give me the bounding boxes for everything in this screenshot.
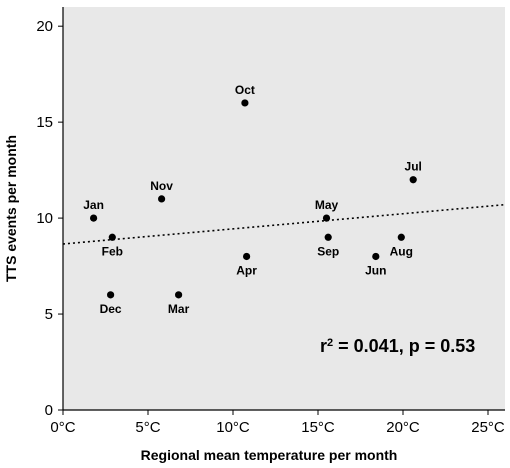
x-axis-title: Regional mean temperature per month	[141, 447, 398, 463]
y-tick-label: 10	[36, 210, 53, 227]
axis-ticks: 0 5 10 15 20 0°C 5°C 10°C 15°C 20°C 25°C	[36, 18, 505, 436]
point-label: Nov	[150, 179, 173, 193]
data-point	[324, 233, 332, 241]
point-label: Aug	[390, 244, 413, 258]
data-point	[241, 99, 249, 107]
plot-area	[63, 7, 505, 410]
trendline	[62, 203, 506, 245]
point-label: Sep	[317, 244, 339, 258]
point-label: Mar	[168, 302, 190, 316]
point-label: May	[315, 198, 339, 212]
point-label: Jun	[365, 263, 386, 277]
data-point	[158, 195, 166, 203]
point-label: Dec	[100, 302, 122, 316]
y-tick-label: 5	[45, 306, 53, 323]
annotation-text: = 0.041, p = 0.53	[333, 336, 475, 356]
data-point	[409, 176, 417, 184]
data-point	[372, 252, 380, 261]
data-point	[397, 233, 405, 241]
x-tick-label: 20°C	[386, 419, 420, 436]
point-label: Apr	[236, 263, 257, 277]
y-tick-label: 0	[45, 402, 53, 419]
data-point	[108, 233, 116, 241]
data-point	[175, 291, 183, 299]
point-label: Oct	[235, 83, 255, 97]
x-tick-label: 15°C	[301, 419, 335, 436]
y-axis-title: TTS events per month	[3, 135, 19, 282]
y-tick-label: 15	[36, 114, 53, 131]
y-tick-label: 20	[36, 18, 53, 35]
data-point	[90, 214, 98, 222]
x-tick-label: 10°C	[216, 419, 250, 436]
point-label: Jul	[405, 160, 422, 174]
annotation-r-symbol: r	[320, 336, 327, 356]
x-tick-label: 25°C	[471, 419, 505, 436]
stats-annotation: r2 = 0.041, p = 0.53	[320, 336, 475, 356]
annotation-r-exponent: 2	[327, 337, 333, 349]
data-point	[322, 214, 331, 222]
data-points: Jan Feb Mar Apr May Jun Jul Aug Sep Oct Nov Dec	[83, 83, 422, 316]
point-label: Feb	[102, 244, 123, 258]
point-label: Jan	[83, 198, 104, 212]
x-tick-label: 0°C	[50, 419, 75, 436]
data-point	[107, 291, 115, 299]
data-point	[243, 252, 251, 261]
x-tick-label: 5°C	[135, 419, 160, 436]
